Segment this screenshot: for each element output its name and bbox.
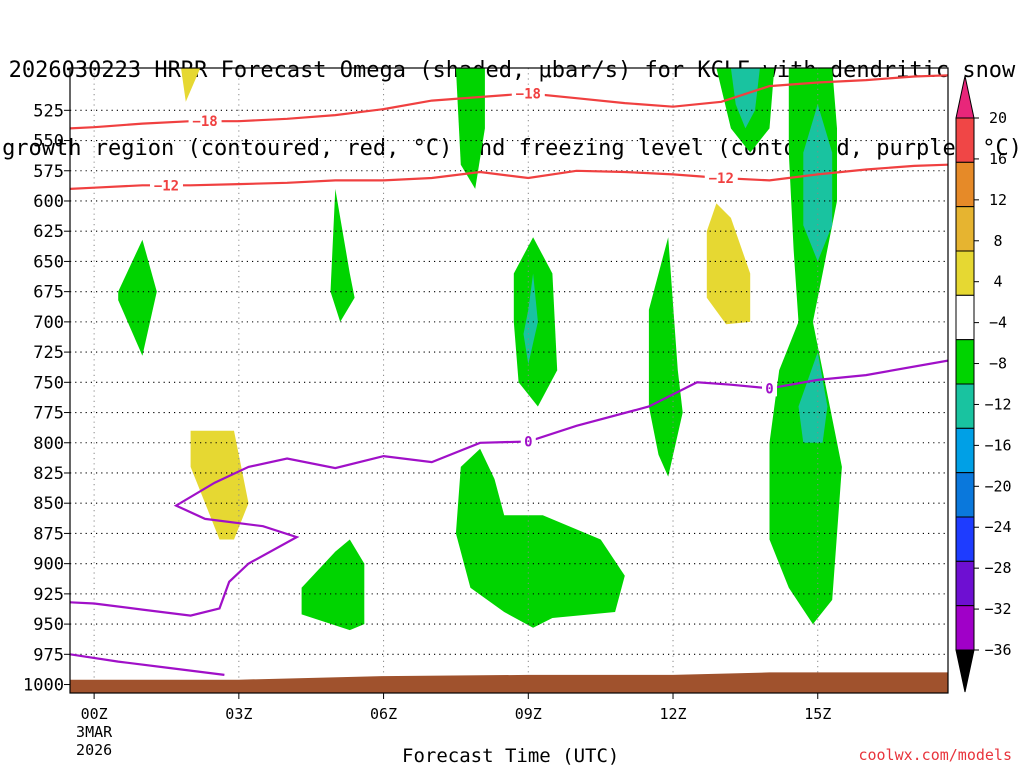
x-tick-label-3: 03Z [225,705,252,723]
y-tick-label-925: 925 [33,585,64,605]
x-tick-label-12: 12Z [659,705,686,723]
y-tick-label-600: 600 [33,192,64,212]
grid [70,68,948,693]
y-tick-label-850: 850 [33,494,64,514]
y-tick-label-550: 550 [33,132,64,152]
omega-region-2-1 [706,203,751,325]
y-tick-label-675: 675 [33,283,64,303]
ground-fill [70,672,948,693]
contours: −18 −18 −12 −12 0 0 [70,74,948,676]
contour--12 [70,163,948,190]
colorbar-label-9: −20 [984,477,1011,495]
colorbar-cell-6 [955,383,975,429]
x-axis-label: Forecast Time (UTC) [402,745,620,767]
contour-label-bg-5 [762,380,778,397]
omega-region-1-1 [730,68,760,129]
colorbar-top-arrow [955,75,975,119]
omega-region-2-2 [190,430,249,540]
contour-label-2: −12 [154,178,179,194]
omega-region-1-3 [798,352,828,443]
colorbar-label-12: −32 [984,600,1011,618]
omega-region-0-0 [118,239,157,356]
colorbar-cell-10 [955,206,975,252]
contour-label-bg-4 [520,433,536,450]
y-tick-label-650: 650 [33,252,64,272]
x-tick-label-0: 00Z [81,705,108,723]
plot-frame [69,67,949,694]
y-tick-label-750: 750 [33,373,64,393]
colorbar-cell-4 [955,472,975,518]
colorbar-label-0: 20 [989,109,1007,127]
colorbar-label-8: −16 [984,436,1011,454]
colorbar-label-4: 4 [993,273,1002,291]
x-tick-label-6: 06Z [370,705,397,723]
colorbar-cell-1 [955,605,975,651]
contour-label-bg-3 [704,170,738,187]
y-tick-label-900: 900 [33,555,64,575]
contour-label-4: 0 [524,435,532,451]
colorbar-cell-11 [955,161,975,208]
omega-region-2-0 [181,68,201,102]
credit-link[interactable]: coolwx.com/models [858,746,1012,764]
x-tick-label-15: 15Z [804,705,831,723]
contour-label-bg-2 [149,177,183,194]
y-tick-label-975: 975 [33,645,64,665]
y-tick-label-1000: 1000 [23,676,64,696]
colorbar-label-1: 16 [989,150,1007,168]
contour-label-5: 0 [765,381,773,397]
x-tick-sub-0-0: 3MAR [76,723,113,741]
omega-fills [118,68,842,631]
y-tick-label-575: 575 [33,162,64,182]
y-tick-label-875: 875 [33,524,64,544]
colorbar-cell-7 [955,339,975,385]
y-tick-label-800: 800 [33,434,64,454]
colorbar-cell-3 [955,516,975,562]
colorbar-cell-8 [955,294,975,341]
colorbar-label-10: −24 [984,518,1011,536]
contour-label-3: −12 [709,171,734,187]
colorbar-cell-5 [955,427,975,474]
omega-region-0-6 [648,237,683,477]
contour-0 [70,359,948,617]
colorbar-label-13: −36 [984,641,1011,659]
colorbar-label-11: −28 [984,559,1011,577]
colorbar-bottom-arrow [955,649,975,693]
y-tick-label-525: 525 [33,101,64,121]
colorbar-label-3: 8 [993,232,1002,250]
y-tick-label-775: 775 [33,404,64,424]
y-axis: 525 550 575 600 625 650 675 700 725 750 775 800 825 8… [23,101,70,696]
colorbar-label-2: 12 [989,191,1007,209]
colorbar-label-7: −12 [984,395,1011,413]
x-tick-sub-0-1: 2026 [76,741,112,759]
y-tick-label-950: 950 [33,615,64,635]
colorbar-cell-2 [955,560,975,607]
ground-layer [70,672,948,693]
colorbar-cell-9 [955,250,975,296]
omega-region-0-2 [301,539,365,631]
colorbar-label-5: −4 [989,314,1007,332]
colorbar: 20 16 12 8 4 −4 −8 −12 −16 −20 −24 −28 −32 −36 [955,75,1012,693]
colorbar-cell-12 [955,117,975,163]
contour-label-1: −18 [516,86,541,102]
omega-region-0-1 [330,188,355,322]
contour-label-0: −18 [192,114,217,130]
contour-0b [70,653,225,676]
contour-label-bg-0 [188,113,222,130]
y-tick-label-725: 725 [33,343,64,363]
contour-label-bg-1 [511,85,545,102]
colorbar-label-6: −8 [989,355,1007,373]
x-tick-label-9: 09Z [515,705,542,723]
omega-region-0-4 [455,448,625,628]
omega-region-1-0 [523,273,538,365]
y-tick-label-625: 625 [33,222,64,242]
y-tick-label-700: 700 [33,313,64,333]
y-tick-label-825: 825 [33,464,64,484]
